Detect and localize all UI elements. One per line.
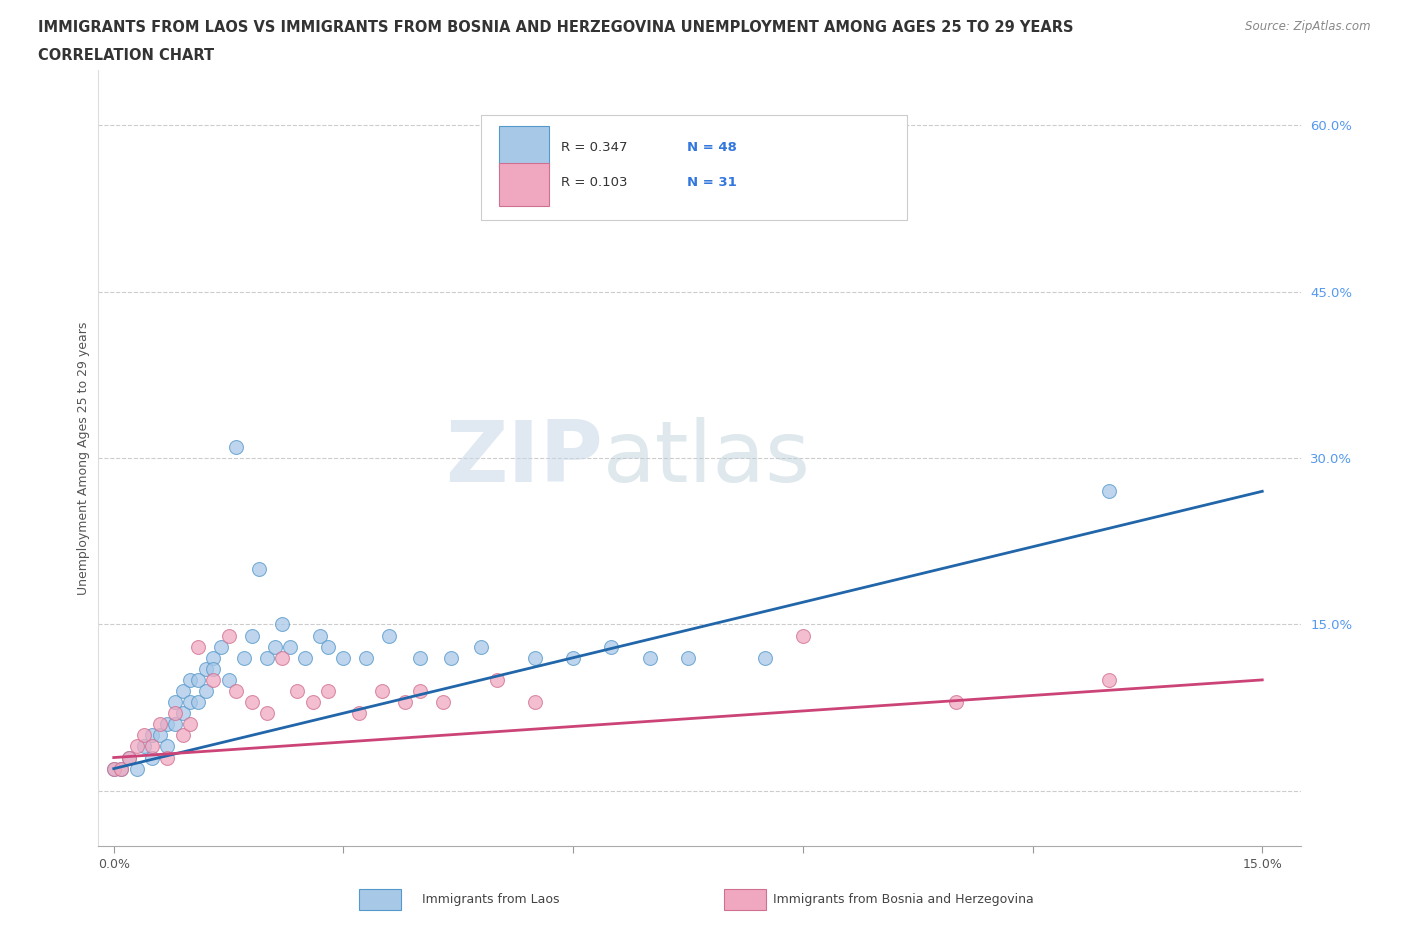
Point	[294, 650, 316, 665]
Point	[141, 728, 163, 743]
Point	[110, 761, 132, 776]
Text: Immigrants from Laos: Immigrants from Laos	[422, 893, 560, 906]
Point	[156, 751, 179, 765]
Point	[225, 684, 247, 698]
Point	[523, 695, 546, 710]
Point	[156, 717, 179, 732]
FancyBboxPatch shape	[499, 126, 550, 168]
Point	[240, 695, 263, 710]
Point	[118, 751, 141, 765]
Point	[163, 717, 186, 732]
Point	[523, 650, 546, 665]
Point	[179, 717, 201, 732]
Text: R = 0.103: R = 0.103	[561, 176, 641, 189]
Point	[278, 639, 301, 654]
Point	[332, 650, 354, 665]
Point	[125, 761, 148, 776]
Point	[271, 650, 294, 665]
Point	[187, 639, 209, 654]
Point	[945, 695, 967, 710]
Point	[149, 728, 172, 743]
Point	[378, 628, 401, 643]
Text: Source: ZipAtlas.com: Source: ZipAtlas.com	[1246, 20, 1371, 33]
Text: CORRELATION CHART: CORRELATION CHART	[38, 48, 214, 63]
Text: N = 48: N = 48	[688, 141, 737, 153]
Point	[110, 761, 132, 776]
Point	[470, 639, 492, 654]
Text: IMMIGRANTS FROM LAOS VS IMMIGRANTS FROM BOSNIA AND HERZEGOVINA UNEMPLOYMENT AMON: IMMIGRANTS FROM LAOS VS IMMIGRANTS FROM …	[38, 20, 1073, 35]
Point	[562, 650, 585, 665]
Point	[134, 728, 156, 743]
Point	[202, 661, 225, 676]
Point	[347, 706, 370, 721]
Point	[394, 695, 416, 710]
Point	[754, 650, 776, 665]
Point	[149, 717, 172, 732]
Point	[256, 706, 278, 721]
Point	[156, 739, 179, 754]
Point	[232, 650, 254, 665]
Point	[194, 684, 217, 698]
Point	[141, 751, 163, 765]
Point	[172, 684, 194, 698]
Point	[263, 639, 285, 654]
Point	[370, 684, 392, 698]
Point	[179, 695, 201, 710]
Point	[218, 672, 240, 687]
Point	[485, 672, 508, 687]
Point	[103, 761, 125, 776]
Point	[179, 672, 201, 687]
Point	[409, 684, 432, 698]
Point	[172, 706, 194, 721]
Point	[256, 650, 278, 665]
Point	[218, 628, 240, 643]
Point	[638, 650, 661, 665]
Point	[309, 628, 332, 643]
FancyBboxPatch shape	[499, 163, 550, 206]
Point	[163, 706, 186, 721]
Point	[1098, 484, 1121, 498]
Point	[202, 672, 225, 687]
Point	[209, 639, 232, 654]
Point	[240, 628, 263, 643]
Point	[271, 617, 294, 631]
Y-axis label: Unemployment Among Ages 25 to 29 years: Unemployment Among Ages 25 to 29 years	[77, 322, 90, 594]
Text: R = 0.347: R = 0.347	[561, 141, 641, 153]
Point	[1098, 672, 1121, 687]
Point	[225, 440, 247, 455]
Point	[194, 661, 217, 676]
Point	[409, 650, 432, 665]
Text: ZIP: ZIP	[446, 417, 603, 499]
Text: N = 31: N = 31	[688, 176, 737, 189]
Point	[676, 650, 699, 665]
Point	[141, 739, 163, 754]
Point	[600, 639, 623, 654]
Text: atlas: atlas	[603, 417, 811, 499]
Point	[287, 684, 309, 698]
Point	[316, 639, 339, 654]
Point	[440, 650, 463, 665]
Point	[247, 562, 270, 577]
Point	[118, 751, 141, 765]
Point	[172, 728, 194, 743]
Point	[187, 695, 209, 710]
Point	[163, 695, 186, 710]
Point	[125, 739, 148, 754]
FancyBboxPatch shape	[481, 114, 907, 219]
Point	[792, 628, 814, 643]
Point	[103, 761, 125, 776]
Point	[356, 650, 378, 665]
Text: Immigrants from Bosnia and Herzegovina: Immigrants from Bosnia and Herzegovina	[773, 893, 1033, 906]
Point	[202, 650, 225, 665]
Point	[432, 695, 454, 710]
Point	[301, 695, 323, 710]
Point	[134, 739, 156, 754]
Point	[187, 672, 209, 687]
Point	[316, 684, 339, 698]
